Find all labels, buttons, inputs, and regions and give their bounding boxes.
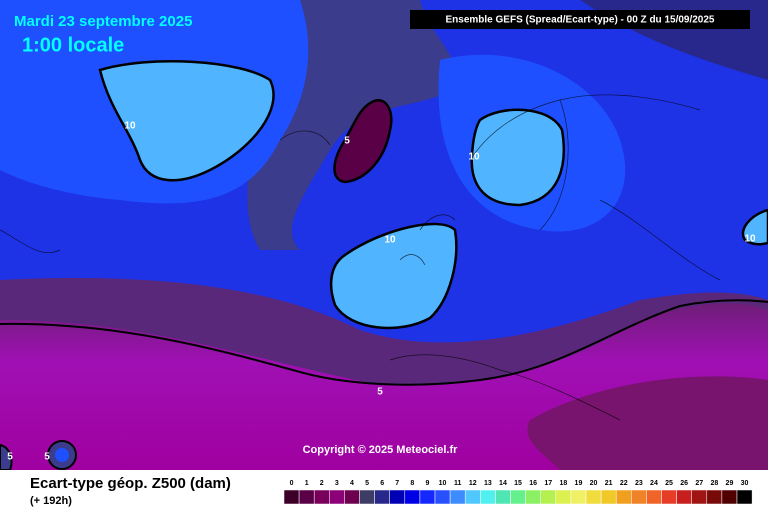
scale-label: 3 bbox=[335, 480, 339, 487]
info-box bbox=[410, 10, 750, 29]
scale-label: 0 bbox=[290, 480, 294, 487]
scale-swatch bbox=[646, 489, 662, 505]
scale-swatch bbox=[676, 489, 692, 505]
scale-label: 11 bbox=[454, 480, 462, 487]
contour-label: 10 bbox=[468, 152, 480, 163]
copyright: Copyright © 2025 Meteociel.fr bbox=[303, 444, 459, 456]
scale-swatch bbox=[570, 489, 587, 505]
scale-label: 2 bbox=[320, 480, 324, 487]
scale-swatch bbox=[600, 489, 617, 505]
scale-swatch bbox=[615, 489, 632, 505]
scale-label: 10 bbox=[439, 480, 447, 487]
scale-label: 9 bbox=[425, 480, 429, 487]
scale-swatch bbox=[721, 489, 738, 505]
scale-label: 29 bbox=[726, 480, 734, 487]
scale-swatch bbox=[344, 489, 360, 505]
scale-swatch bbox=[464, 489, 481, 505]
scale-label: 19 bbox=[575, 480, 583, 487]
scale-swatch bbox=[434, 489, 451, 505]
scale-swatch bbox=[374, 489, 390, 505]
scale-label: 4 bbox=[350, 480, 354, 487]
scale-swatch bbox=[585, 489, 602, 505]
scale-label: 23 bbox=[635, 480, 643, 487]
scale-label: 16 bbox=[529, 480, 537, 487]
scale-label: 13 bbox=[484, 480, 492, 487]
contour bbox=[741, 208, 768, 246]
scale-label: 15 bbox=[514, 480, 522, 487]
scale-label: 21 bbox=[605, 480, 613, 487]
contour bbox=[333, 99, 393, 184]
contour-labels: 10 10 10 10 5 5 5 5 bbox=[7, 121, 756, 463]
scale-label: 28 bbox=[710, 480, 718, 487]
scale-swatch bbox=[313, 489, 330, 505]
color-scale: 0 1 2 3 4 5 6 7 8 9 10 11 12 13 14 15 16 17 18 19 20 21 22 23 24… bbox=[283, 480, 753, 505]
scale-swatch bbox=[359, 489, 375, 505]
contour bbox=[55, 448, 69, 462]
scale-swatch bbox=[540, 489, 557, 505]
contour-label: 5 bbox=[44, 452, 50, 463]
scale-swatch bbox=[661, 489, 677, 505]
scale-label: 14 bbox=[499, 480, 507, 487]
scale-label: 26 bbox=[680, 480, 688, 487]
scale-label: 20 bbox=[590, 480, 598, 487]
forecast-range: (+ 192h) bbox=[30, 495, 72, 507]
contour-label: 5 bbox=[377, 387, 383, 398]
scale-label: 1 bbox=[305, 480, 309, 487]
contour-label: 5 bbox=[7, 452, 13, 463]
scale-swatch bbox=[329, 489, 345, 505]
scale-swatch bbox=[495, 489, 511, 505]
scale-swatch bbox=[736, 489, 753, 505]
coastlines bbox=[0, 94, 721, 421]
scale-label: 24 bbox=[650, 480, 658, 487]
contour bbox=[98, 60, 275, 182]
scale-label: 27 bbox=[695, 480, 703, 487]
variable-title: Ecart-type géop. Z500 (dam) bbox=[30, 475, 231, 492]
scale-swatch bbox=[283, 489, 300, 505]
scale-label: 25 bbox=[665, 480, 673, 487]
scale-label: 12 bbox=[469, 480, 477, 487]
valid-date: Mardi 23 septembre 2025 bbox=[14, 13, 192, 30]
contour bbox=[470, 108, 566, 207]
scale-label: 8 bbox=[410, 480, 414, 487]
contour-label: 10 bbox=[124, 121, 136, 132]
scale-swatch bbox=[555, 489, 572, 505]
scale-swatch bbox=[480, 489, 496, 505]
scale-swatch bbox=[706, 489, 723, 505]
scale-label: 5 bbox=[365, 480, 369, 487]
contour-label: 5 bbox=[344, 136, 350, 147]
scale-swatch bbox=[449, 489, 466, 505]
scale-label: 7 bbox=[395, 480, 399, 487]
contour bbox=[0, 299, 768, 386]
scale-label: 30 bbox=[741, 480, 749, 487]
contour-label: 10 bbox=[744, 234, 756, 245]
scale-swatch bbox=[525, 489, 541, 505]
scale-swatch bbox=[510, 489, 526, 505]
scale-label: 22 bbox=[620, 480, 628, 487]
scale-swatch bbox=[389, 489, 406, 505]
local-time: 1:00 locale bbox=[22, 34, 124, 56]
scale-swatch bbox=[404, 489, 421, 505]
scale-swatch bbox=[419, 489, 436, 505]
scale-swatch bbox=[691, 489, 708, 505]
scale-label: 17 bbox=[544, 480, 552, 487]
spread-zone bbox=[527, 376, 768, 470]
scale-label: 6 bbox=[380, 480, 384, 487]
scale-swatch bbox=[298, 489, 315, 505]
contour-label: 10 bbox=[384, 235, 396, 246]
run-info: Ensemble GEFS (Spread/Ecart-type) - 00 Z… bbox=[446, 15, 715, 26]
scale-label: 18 bbox=[559, 480, 567, 487]
scale-swatch bbox=[631, 489, 647, 505]
contour bbox=[329, 222, 458, 330]
